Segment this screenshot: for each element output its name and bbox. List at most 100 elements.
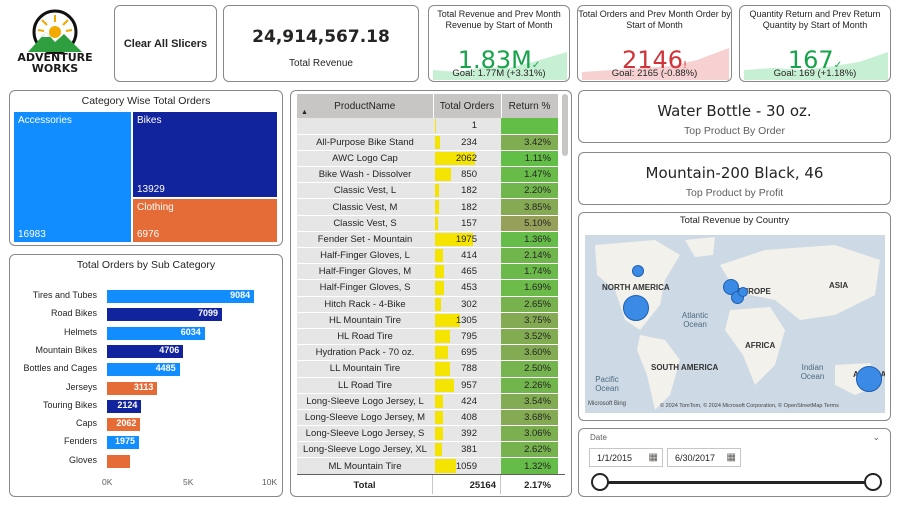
table-row[interactable]: All-Purpose Bike Stand 234 3.42% <box>297 134 558 151</box>
bar[interactable] <box>107 363 180 377</box>
table-row[interactable]: 1 <box>297 118 558 135</box>
check-icon: ✓ <box>531 60 541 71</box>
chevron-down-icon[interactable]: ⌄ <box>872 432 880 442</box>
map-attribution: © 2024 TomTom, © 2024 Microsoft Corporat… <box>660 403 839 409</box>
bar[interactable] <box>107 326 205 340</box>
top-product-profit-label: Top Product by Profit <box>685 187 784 199</box>
bar-label: Touring Bikes <box>42 399 97 410</box>
bar[interactable] <box>107 308 222 322</box>
table-row[interactable]: Classic Vest, L 182 2.20% <box>297 182 558 200</box>
product-name-cell: AWC Logo Cap <box>297 150 433 168</box>
total-orders-cell: 234 <box>433 134 501 151</box>
table-row[interactable]: AWC Logo Cap 2062 1.11% <box>297 150 558 168</box>
subcategory-bar-row[interactable]: Helmets 6034 <box>0 326 280 340</box>
return-pct-cell: 2.14% <box>501 247 558 265</box>
end-date-input[interactable]: 6/30/2017 ▦ <box>667 448 741 467</box>
total-orders-cell: 182 <box>433 198 501 216</box>
kpi-value: 1.83M✓ <box>457 46 541 74</box>
subcategory-bar-row[interactable]: Caps 2062 <box>0 417 280 432</box>
data-bar <box>435 313 461 327</box>
kpi-revenue-card: Total Revenue and Prev Month Revenue by … <box>428 5 570 82</box>
bing-credit: Microsoft Bing <box>588 401 627 407</box>
table-row[interactable]: Half-Finger Gloves, L 414 2.14% <box>297 247 558 265</box>
clear-all-slicers-button[interactable]: Clear All Slicers <box>114 5 217 82</box>
axis-tick: 0K <box>102 477 113 487</box>
return-pct-cell: 3.06% <box>501 425 558 443</box>
kpi-returns-card: Quantity Return and Prev Return Quantity… <box>739 5 891 82</box>
end-slider-handle[interactable] <box>864 473 882 491</box>
country-bubble[interactable] <box>738 287 748 297</box>
bar-label: Bottles and Cages <box>23 363 97 374</box>
table-row[interactable]: Long-Sleeve Logo Jersey, L 424 3.54% <box>297 393 558 410</box>
subcategory-bar-row[interactable]: Jerseys 3113 <box>0 381 280 395</box>
country-bubble[interactable] <box>623 295 649 321</box>
total-revenue-label: Total Revenue <box>289 58 353 69</box>
table-row[interactable]: LL Road Tire 957 2.26% <box>297 377 558 394</box>
table-row[interactable]: ML Mountain Tire 1059 1.32% <box>297 457 558 475</box>
total-orders-cell: 157 <box>433 215 501 232</box>
table-row[interactable]: Hitch Rack - 4-Bike 302 2.65% <box>297 296 558 313</box>
table-row[interactable]: Classic Vest, S 157 5.10% <box>297 215 558 232</box>
table-row[interactable]: HL Road Tire 795 3.52% <box>297 328 558 346</box>
subcategory-bar-row[interactable]: Bottles and Cages 4485 <box>0 362 280 377</box>
bar[interactable] <box>107 454 131 468</box>
bar[interactable] <box>107 399 142 413</box>
country-bubble[interactable] <box>856 366 882 392</box>
bar-value-label: 7099 <box>197 308 218 319</box>
product-name-cell: Classic Vest, L <box>297 182 433 200</box>
table-row[interactable]: Long-Sleeve Logo Jersey, XL 381 2.62% <box>297 441 558 459</box>
bar[interactable] <box>107 436 139 450</box>
column-header-productname[interactable]: ProductName ▲ <box>297 94 434 118</box>
product-name-cell: Half-Finger Gloves, M <box>297 263 433 281</box>
bar[interactable] <box>107 344 184 358</box>
subcategory-bar-row[interactable]: Road Bikes 7099 <box>0 307 280 322</box>
product-name-cell: HL Mountain Tire <box>297 312 433 329</box>
return-pct-cell: 3.60% <box>501 344 558 362</box>
start-slider-handle[interactable] <box>591 473 609 491</box>
country-bubble[interactable] <box>632 265 644 277</box>
date-slicer-label: Date <box>590 433 607 442</box>
bar[interactable] <box>107 381 158 395</box>
treemap-cell-accessories[interactable]: Accessories 16983 <box>14 112 131 242</box>
column-header-return-pct[interactable]: Return % <box>501 94 559 118</box>
product-name-cell: Hitch Rack - 4-Bike <box>297 296 433 313</box>
data-bar <box>435 394 444 408</box>
table-row[interactable]: Half-Finger Gloves, S 453 1.69% <box>297 279 558 297</box>
total-orders-cell: 381 <box>433 441 501 459</box>
world-map[interactable]: NORTH AMERICA EUROPE ASIA AFRICA SOUTH A… <box>585 235 885 413</box>
table-row[interactable]: Long-Sleeve Logo Jersey, M 408 3.68% <box>297 409 558 427</box>
treemap-cell-bikes[interactable]: Bikes 13929 <box>133 112 277 197</box>
table-row[interactable]: Half-Finger Gloves, M 465 1.74% <box>297 263 558 281</box>
total-orders-cell: 392 <box>433 425 501 443</box>
table-row[interactable]: Bike Wash - Dissolver 850 1.47% <box>297 166 558 184</box>
subcategory-bar-row[interactable]: Touring Bikes 2124 <box>0 399 280 413</box>
subcategory-bar-row[interactable]: Tires and Tubes 9084 <box>0 289 280 303</box>
map-label: EUROPE <box>737 287 771 296</box>
column-header-total-orders[interactable]: Total Orders <box>433 94 502 118</box>
data-bar <box>435 459 456 473</box>
data-bar <box>435 184 439 198</box>
bar[interactable] <box>107 418 141 432</box>
subcategory-bar-row[interactable]: Fenders 1975 <box>0 435 280 450</box>
map-label: ASIA <box>829 281 849 290</box>
start-date-input[interactable]: 1/1/2015 ▦ <box>589 448 663 467</box>
table-row[interactable]: Classic Vest, M 182 3.85% <box>297 198 558 216</box>
data-bar <box>435 119 436 133</box>
table-row[interactable]: Hydration Pack - 70 oz. 695 3.60% <box>297 344 558 362</box>
bar-label: Caps <box>75 418 97 429</box>
kpi-title: Total Orders and Prev Month Order by Sta… <box>578 9 731 30</box>
total-orders-cell: 957 <box>433 377 501 394</box>
data-bar <box>435 410 443 425</box>
subcategory-bar-row[interactable]: Mountain Bikes 4706 <box>0 344 280 358</box>
total-orders-cell: 695 <box>433 344 501 362</box>
bar[interactable] <box>107 290 255 303</box>
subcategory-bar-row[interactable]: Gloves <box>0 454 280 468</box>
table-scrollbar[interactable] <box>562 94 568 156</box>
treemap-cell-clothing[interactable]: Clothing 6976 <box>133 199 277 242</box>
table-row[interactable]: LL Mountain Tire 788 2.50% <box>297 360 558 378</box>
bar-label: Road Bikes <box>50 308 97 319</box>
table-row[interactable]: HL Mountain Tire 1305 3.75% <box>297 312 558 329</box>
return-pct-cell: 3.54% <box>501 393 558 410</box>
table-row[interactable]: Long-Sleeve Logo Jersey, S 392 3.06% <box>297 425 558 443</box>
table-row[interactable]: Fender Set - Mountain 1975 1.36% <box>297 231 558 249</box>
